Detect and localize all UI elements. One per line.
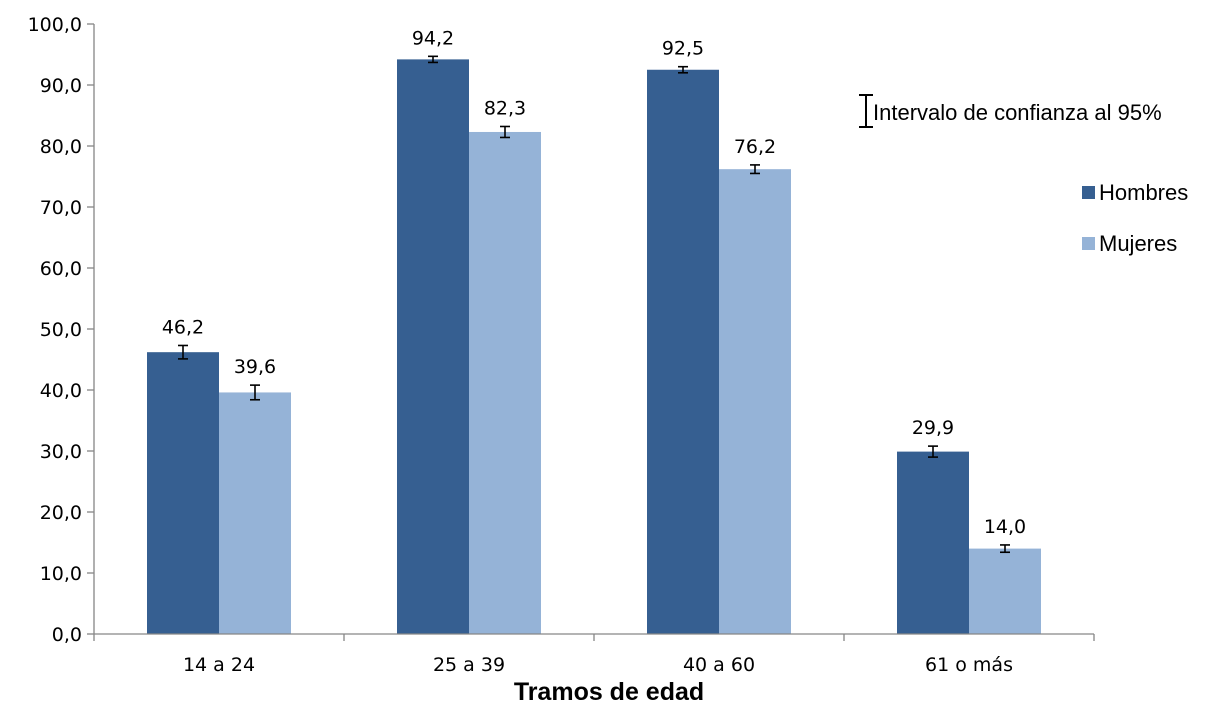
error-bar-legend-icon [859, 94, 873, 128]
data-label: 94,2 [412, 27, 454, 49]
y-tick-label: 100,0 [28, 14, 82, 36]
error-bar [750, 164, 760, 175]
data-label: 39,6 [234, 356, 276, 378]
legend-label-hombres: Hombres [1099, 180, 1188, 205]
error-bar [678, 65, 688, 74]
error-bar [928, 445, 938, 458]
legend: Intervalo de confianza al 95% Hombres Muj… [859, 94, 1188, 256]
y-tick-label: 0,0 [52, 624, 82, 646]
y-tick-label: 60,0 [40, 258, 82, 280]
y-tick-label: 10,0 [40, 563, 82, 585]
error-bar [1000, 544, 1010, 554]
error-bar [178, 344, 188, 360]
bar-mujeres [219, 392, 291, 634]
x-tick-label: 61 o más [925, 654, 1013, 676]
data-label: 46,2 [162, 316, 204, 338]
bar-hombres [647, 69, 719, 634]
y-axis: 0,0 10,0 20,0 30,0 40,0 50,0 60,0 70,0 80,0 90,0 1… [28, 14, 95, 646]
error-bar [250, 384, 260, 401]
y-tick-label: 70,0 [40, 197, 82, 219]
data-label: 29,9 [912, 417, 954, 439]
legend-swatch-hombres [1082, 186, 1095, 199]
x-tick-label: 40 a 60 [683, 654, 755, 676]
y-tick-label: 90,0 [40, 75, 82, 97]
y-tick-label: 30,0 [40, 441, 82, 463]
x-tick-label: 14 a 24 [183, 654, 255, 676]
error-bar-legend-label: Intervalo de confianza al 95% [873, 100, 1162, 125]
y-tick-label: 40,0 [40, 380, 82, 402]
data-label: 76,2 [734, 136, 776, 158]
bar-hombres [897, 451, 969, 634]
bar-hombres [147, 352, 219, 634]
x-axis-title: Tramos de edad [514, 678, 704, 706]
y-tick-label: 80,0 [40, 136, 82, 158]
x-axis: 14 a 24 25 a 39 40 a 60 61 o más [93, 633, 1095, 676]
bar-hombres [397, 59, 469, 634]
y-tick-label: 20,0 [40, 502, 82, 524]
y-tick-label: 50,0 [40, 319, 82, 341]
bars: 46,2 39,6 94,2 82,3 92,5 76,2 29,9 14,0 [147, 27, 1041, 634]
bar-mujeres [969, 548, 1041, 634]
bar-mujeres [469, 131, 541, 634]
data-label: 14,0 [984, 516, 1026, 538]
legend-swatch-mujeres [1082, 237, 1095, 250]
data-label: 92,5 [662, 38, 704, 60]
x-tick-label: 25 a 39 [433, 654, 505, 676]
error-bar [500, 125, 510, 139]
data-label: 82,3 [484, 97, 526, 119]
bar-mujeres [719, 169, 791, 634]
error-bar [428, 55, 438, 64]
legend-label-mujeres: Mujeres [1099, 231, 1177, 256]
